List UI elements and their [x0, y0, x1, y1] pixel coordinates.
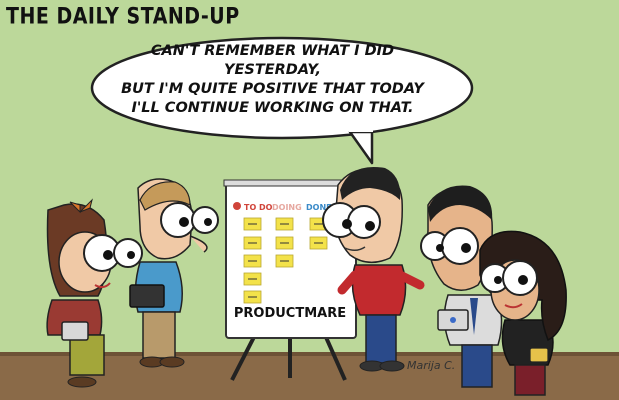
character-presenter: [322, 166, 425, 372]
speech-bubble: [90, 36, 474, 165]
speech-line-2: BUT I'M QUITE POSITIVE THAT TODAY: [121, 81, 424, 97]
page-title: THE DAILY STAND-UP: [6, 4, 240, 30]
character-woman-left: [46, 198, 143, 388]
board-column-todo: TO DO: [244, 203, 273, 212]
board-label: PRODUCTMARE: [233, 306, 347, 321]
todo-header-mark: [233, 202, 241, 210]
speech-line-3: I'LL CONTINUE WORKING ON THAT.: [131, 100, 414, 116]
sticky-scribbles: [248, 223, 323, 298]
character-man-right: [420, 185, 503, 388]
character-man-tablet: [129, 178, 219, 368]
speech-bubble-text: CAN'T REMEMBER WHAT I DID YESTERDAY, BUT…: [110, 42, 435, 118]
artist-signature: Marija C.: [407, 359, 456, 372]
board-column-done: DONE: [306, 203, 332, 212]
character-woman-right: [479, 230, 567, 396]
speech-line-1: CAN'T REMEMBER WHAT I DID YESTERDAY,: [150, 43, 395, 78]
board-column-doing: DOING: [272, 203, 302, 212]
